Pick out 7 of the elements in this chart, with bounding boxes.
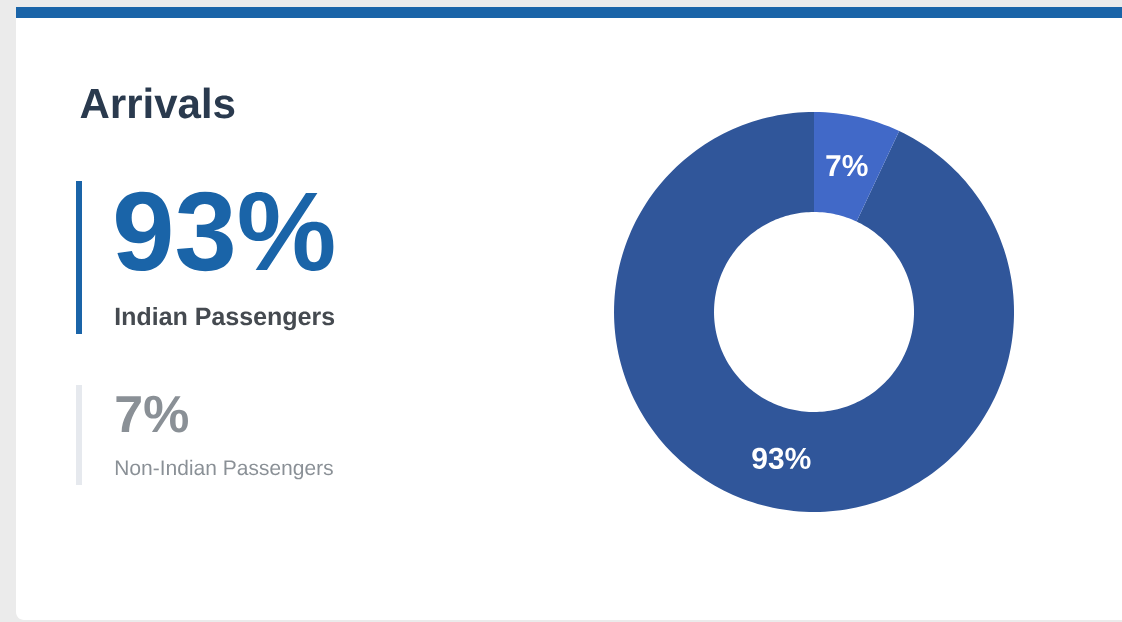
text: 93% <box>116 191 334 272</box>
text: Arrivals <box>80 87 235 119</box>
data-label: 93% <box>752 447 811 470</box>
text: Non-Indian Passengers <box>115 459 333 480</box>
data-label: 7% <box>826 155 868 177</box>
text: 7% <box>116 395 188 433</box>
text: Indian Passengers <box>115 306 335 331</box>
